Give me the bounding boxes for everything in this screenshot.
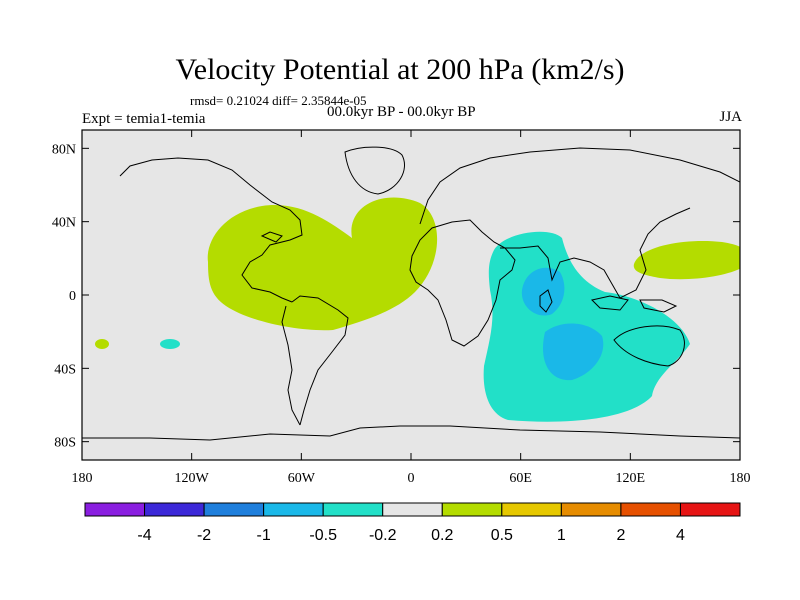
colorbar-box bbox=[441, 502, 503, 517]
experiment-label: Expt = temia1-temia bbox=[82, 111, 206, 127]
region-south-pacific-positive-spot bbox=[95, 339, 109, 349]
colorbar-box bbox=[382, 502, 443, 517]
colorbar: -4 -2 -1 -0.5 -0.2 0.2 0.5 1 2 4 bbox=[84, 502, 741, 544]
x-tick-label: 180 bbox=[730, 471, 751, 486]
y-tick-label: 40N bbox=[52, 216, 76, 231]
x-tick-label: 0 bbox=[408, 471, 415, 486]
colorbar-labels: -4 -2 -1 -0.5 -0.2 0.2 0.5 1 2 4 bbox=[137, 527, 685, 544]
y-tick-label: 80S bbox=[54, 436, 76, 451]
y-tick-label: 80N bbox=[52, 142, 76, 157]
colorbar-boxes bbox=[84, 502, 741, 517]
colorbar-label: -2 bbox=[197, 527, 211, 544]
y-tick-label: 0 bbox=[69, 289, 76, 304]
colorbar-label: -0.2 bbox=[369, 527, 397, 544]
colorbar-label: 1 bbox=[557, 527, 566, 544]
y-tick-label: 40S bbox=[54, 362, 76, 377]
colorbar-box bbox=[203, 502, 265, 517]
colorbar-box bbox=[560, 502, 622, 517]
region-west-pacific-positive bbox=[633, 240, 740, 280]
colorbar-label: -0.5 bbox=[309, 527, 337, 544]
colorbar-label: 0.2 bbox=[431, 527, 453, 544]
colorbar-box bbox=[679, 502, 741, 517]
x-tick-label: 60E bbox=[509, 471, 532, 486]
x-tick-label: 120E bbox=[616, 471, 646, 486]
x-tick-label: 60W bbox=[288, 471, 316, 486]
axis-ticks: 180 120W 60W 0 60E 120E 180 80N 40N 0 40S 80S bbox=[52, 130, 751, 486]
region-atlantic-america-positive bbox=[207, 197, 438, 331]
chart-title: Velocity Potential at 200 hPa (km2/s) bbox=[175, 53, 625, 86]
colorbar-label: 0.5 bbox=[491, 527, 513, 544]
colorbar-box bbox=[322, 502, 384, 517]
x-tick-label: 120W bbox=[175, 471, 210, 486]
colorbar-label: 4 bbox=[676, 527, 685, 544]
contour-regions bbox=[82, 146, 740, 441]
stats-text: rmsd= 0.21024 diff= 2.35844e-05 bbox=[190, 93, 367, 108]
season-label: JJA bbox=[719, 109, 742, 125]
colorbar-label: 2 bbox=[616, 527, 625, 544]
region-south-indian-negative-core bbox=[543, 323, 604, 381]
colorbar-label: -1 bbox=[257, 527, 271, 544]
colorbar-box bbox=[263, 502, 324, 517]
region-south-pacific-negative-spot bbox=[160, 339, 180, 349]
colorbar-box bbox=[501, 502, 562, 517]
period-label: 00.0kyr BP - 00.0kyr BP bbox=[327, 104, 476, 120]
colorbar-box bbox=[84, 502, 146, 517]
region-arabian-sea-negative-core bbox=[521, 267, 565, 316]
colorbar-box bbox=[144, 502, 205, 517]
colorbar-label: -4 bbox=[137, 527, 151, 544]
coastlines bbox=[82, 146, 740, 441]
x-tick-label: 180 bbox=[72, 471, 93, 486]
colorbar-box bbox=[620, 502, 681, 517]
